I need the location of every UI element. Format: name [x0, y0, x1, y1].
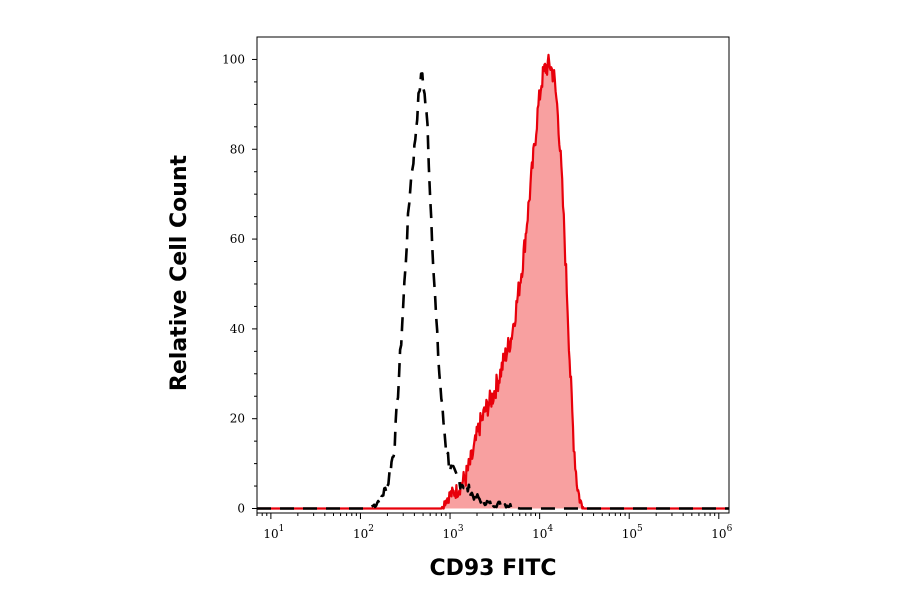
y-axis-title: Relative Cell Count: [167, 154, 192, 391]
x-tick-label: 101: [263, 524, 284, 541]
x-tick-label: 104: [532, 524, 553, 541]
x-tick-label: 103: [443, 524, 464, 541]
y-tick-label: 100: [222, 52, 245, 66]
x-axis-title: CD93 FITC: [429, 556, 556, 581]
x-tick-label: 105: [622, 524, 643, 541]
x-axis: 101 102 103 104 105 106: [256, 513, 733, 541]
y-tick-label: 80: [230, 142, 245, 156]
y-tick-label: 40: [230, 322, 245, 336]
y-tick-label: 60: [230, 232, 245, 246]
x-tick-label: 102: [353, 524, 374, 541]
y-tick-label: 20: [230, 412, 245, 426]
isotype-control-histogram-line: [256, 72, 730, 510]
stained-histogram-fill: [257, 54, 729, 509]
x-tick-label: 106: [711, 524, 732, 541]
y-tick-label: 0: [237, 502, 245, 516]
plot-area: [256, 53, 730, 510]
y-axis: 0 20 40 60 80 100: [222, 52, 257, 516]
